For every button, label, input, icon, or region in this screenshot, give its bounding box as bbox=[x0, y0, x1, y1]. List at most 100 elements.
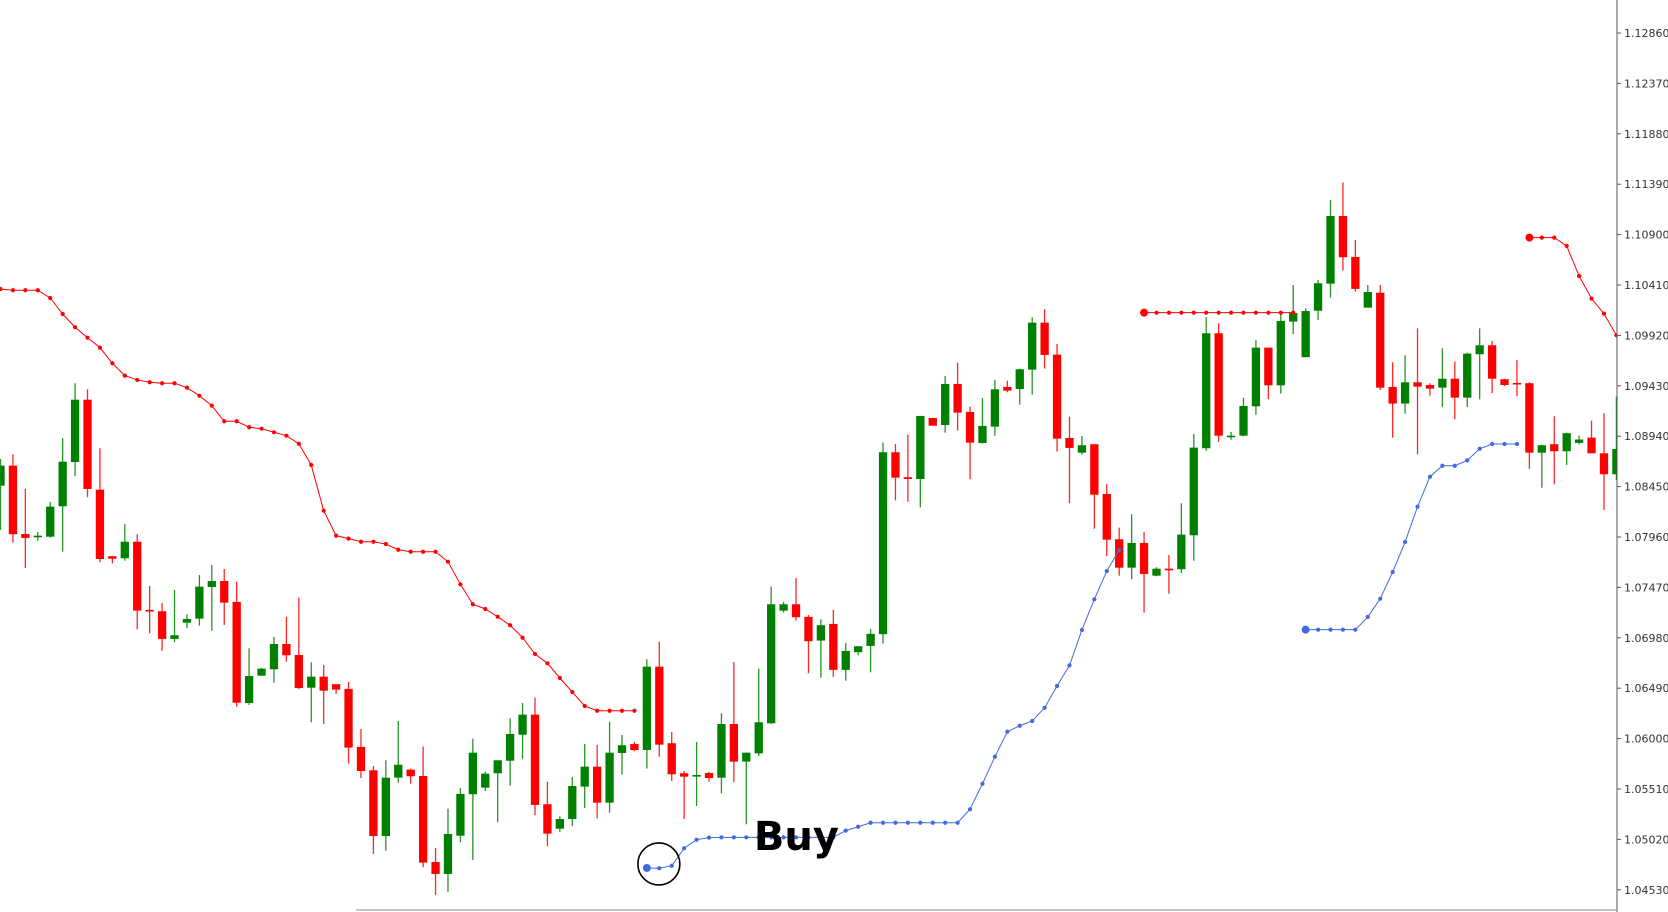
y-tick-label: 1.12860 bbox=[1624, 27, 1668, 40]
bearish-candle bbox=[1413, 328, 1422, 455]
candle-body bbox=[1413, 382, 1422, 387]
bearish-candle bbox=[282, 616, 291, 662]
sell-stop-line bbox=[0, 288, 635, 712]
buy-stop-dot bbox=[1390, 569, 1395, 575]
candle-body bbox=[269, 643, 279, 670]
bearish-candle bbox=[1388, 362, 1397, 438]
sell-stop-dot bbox=[421, 549, 426, 554]
y-tick-label: 1.08940 bbox=[1624, 430, 1668, 443]
bullish-candle bbox=[854, 646, 863, 656]
bearish-candle bbox=[592, 744, 602, 819]
candle-body bbox=[1189, 447, 1198, 536]
sell-stop-dot bbox=[445, 559, 451, 564]
bullish-candle bbox=[568, 776, 577, 827]
candle-body bbox=[232, 601, 241, 703]
sell-stop-dot bbox=[458, 582, 463, 587]
candle-body bbox=[667, 743, 676, 775]
buy-stop-dot bbox=[1092, 597, 1097, 602]
bullish-candle bbox=[1612, 396, 1617, 481]
bearish-candle bbox=[220, 568, 229, 625]
candle-body bbox=[543, 804, 552, 834]
sell-stop-dot bbox=[1601, 311, 1607, 316]
candle-body bbox=[406, 769, 415, 777]
bearish-candle bbox=[1040, 309, 1049, 369]
buy-stop-dot bbox=[1440, 463, 1445, 468]
sell-stop-dot bbox=[209, 403, 214, 408]
bullish-candle bbox=[878, 442, 888, 644]
bullish-candle bbox=[493, 760, 502, 823]
bullish-candle bbox=[1301, 308, 1310, 358]
candle-body bbox=[257, 668, 266, 676]
buy-stop-dot bbox=[1042, 705, 1047, 710]
bearish-candle bbox=[891, 444, 900, 501]
bearish-candle bbox=[1550, 416, 1559, 485]
buy-stop-start-dot bbox=[642, 863, 651, 872]
sell-stop-dot bbox=[1216, 310, 1221, 315]
candle-body bbox=[965, 411, 975, 443]
bullish-candle bbox=[381, 760, 390, 851]
candle-body bbox=[1264, 347, 1273, 386]
candle-body bbox=[692, 774, 701, 777]
sell-stop-dot bbox=[296, 441, 301, 446]
buy-stop-dot bbox=[682, 846, 687, 851]
candle-body bbox=[829, 623, 838, 670]
candle-body bbox=[1040, 322, 1049, 355]
buy-stop-dot bbox=[806, 835, 811, 840]
bearish-candle bbox=[83, 389, 92, 498]
candle-body bbox=[854, 646, 863, 653]
candle-body bbox=[568, 786, 577, 820]
candle-body bbox=[1115, 539, 1124, 568]
bearish-candle bbox=[356, 728, 366, 778]
buy-stop-dot bbox=[918, 820, 923, 825]
buy-stop-dot bbox=[967, 807, 973, 812]
candle-body bbox=[1587, 437, 1596, 454]
sell-stop-dot bbox=[172, 381, 177, 386]
y-tick-label: 1.06980 bbox=[1624, 632, 1668, 645]
bullish-candle bbox=[33, 531, 42, 541]
sell-stop-start-dot bbox=[1140, 308, 1149, 317]
bullish-candle bbox=[617, 734, 627, 775]
bullish-candle bbox=[1438, 348, 1447, 407]
candle-body bbox=[170, 635, 179, 639]
candle-body bbox=[1512, 382, 1522, 385]
bullish-candle bbox=[1226, 431, 1236, 440]
candle-body bbox=[767, 604, 776, 724]
bearish-candle bbox=[133, 534, 142, 630]
bullish-candle bbox=[642, 659, 652, 769]
bullish-candle bbox=[257, 667, 266, 676]
sell-stop-dot bbox=[408, 549, 413, 554]
candle-body bbox=[145, 609, 154, 612]
sell-stop-dot bbox=[632, 708, 637, 713]
bullish-candle bbox=[481, 771, 490, 791]
candle-body bbox=[1612, 448, 1617, 475]
bearish-candle bbox=[8, 454, 18, 543]
bearish-candle bbox=[1512, 359, 1522, 397]
candle-body bbox=[1475, 345, 1484, 355]
bullish-candle bbox=[170, 589, 179, 643]
buy-stop-dot bbox=[955, 820, 960, 825]
sell-stop-dot bbox=[1253, 310, 1259, 315]
bullish-candle bbox=[692, 741, 701, 806]
buy-stop-dot bbox=[744, 835, 749, 840]
candle-body bbox=[1289, 312, 1298, 322]
bullish-candle bbox=[990, 379, 1000, 436]
candle-body bbox=[841, 650, 850, 670]
sell-stop-dot bbox=[1228, 310, 1234, 315]
candle-body bbox=[1127, 542, 1136, 568]
candle-body bbox=[791, 604, 801, 618]
candle-body bbox=[816, 625, 826, 641]
bullish-candle bbox=[244, 648, 254, 705]
sell-stop-dot bbox=[1539, 235, 1544, 240]
candle-body bbox=[1251, 347, 1261, 407]
bullish-candle bbox=[70, 383, 80, 477]
bullish-candle bbox=[1189, 433, 1198, 561]
bullish-candle bbox=[1251, 339, 1261, 415]
sell-stop-dot bbox=[85, 335, 90, 340]
candle-body bbox=[1450, 378, 1459, 398]
sell-stop-dot bbox=[595, 708, 600, 713]
bullish-candle bbox=[941, 375, 950, 433]
buy-stop-dot bbox=[818, 835, 823, 840]
bullish-candle bbox=[978, 397, 987, 444]
candle-body bbox=[1363, 292, 1372, 308]
candle-body bbox=[1537, 445, 1546, 453]
